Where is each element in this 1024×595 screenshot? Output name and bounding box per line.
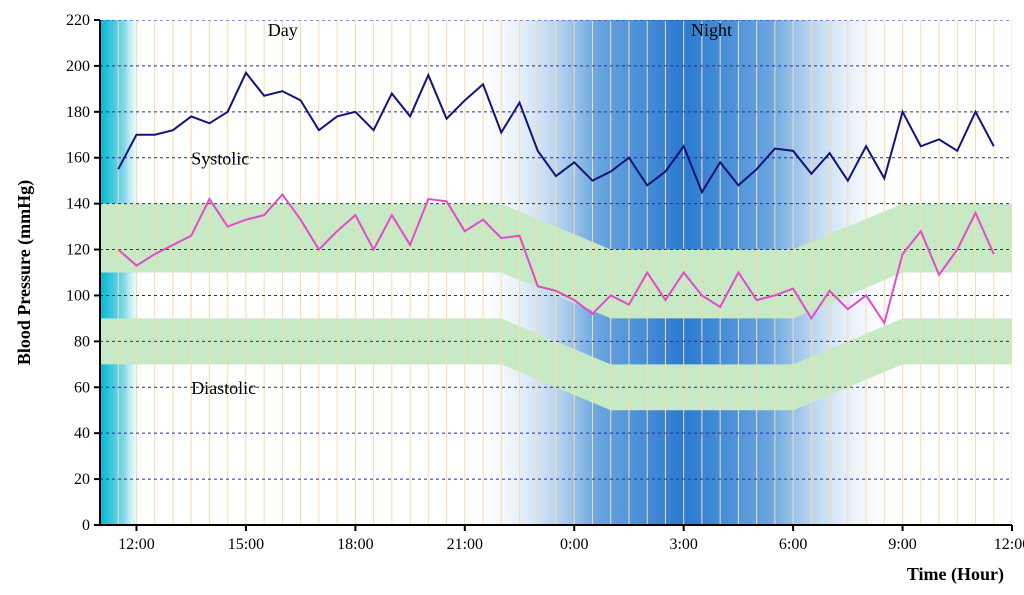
y-tick-label: 20 xyxy=(74,471,90,488)
x-tick-label: 15:00 xyxy=(228,536,264,553)
x-tick-label: 12:00 xyxy=(994,536,1024,553)
chart-svg: 0 20 40 60 80 100 120 140 160 180 200 220 12:00 15:00… xyxy=(0,0,1024,595)
y-tick-label: 180 xyxy=(66,104,90,121)
y-tick-label: 200 xyxy=(66,58,90,75)
x-tick-label: 0:00 xyxy=(560,536,588,553)
y-tick-label: 60 xyxy=(74,379,90,396)
y-tick-label: 100 xyxy=(66,287,90,304)
x-tick-label: 9:00 xyxy=(888,536,916,553)
bp-chart: 0 20 40 60 80 100 120 140 160 180 200 220 12:00 15:00… xyxy=(0,0,1024,595)
systolic-series-label: Systolic xyxy=(191,149,249,169)
y-tick-label: 160 xyxy=(66,150,90,167)
y-tick-label: 0 xyxy=(82,517,90,534)
y-tick-label: 220 xyxy=(66,12,90,29)
night-label: Night xyxy=(691,20,732,40)
y-tick-label: 80 xyxy=(74,333,90,350)
y-tick-label: 40 xyxy=(74,425,90,442)
x-tick-label: 18:00 xyxy=(337,536,373,553)
x-axis-title: Time (Hour) xyxy=(907,564,1004,585)
day-label: Day xyxy=(268,20,298,40)
y-tick-label: 120 xyxy=(66,242,90,259)
x-tick-label: 6:00 xyxy=(779,536,807,553)
x-tick-label: 12:00 xyxy=(118,536,154,553)
x-tick-label: 3:00 xyxy=(669,536,697,553)
y-tick-label: 140 xyxy=(66,196,90,213)
y-axis-title: Blood Pressure (mmHg) xyxy=(14,180,35,365)
diastolic-series-label: Diastolic xyxy=(191,378,256,398)
x-tick-label: 21:00 xyxy=(447,536,483,553)
